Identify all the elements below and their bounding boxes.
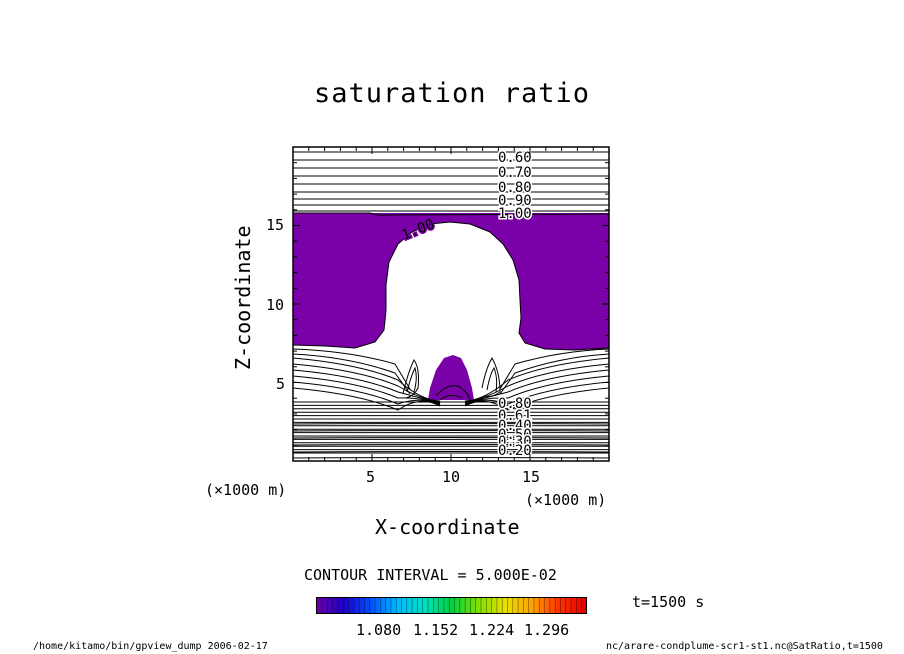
contour-label: 0.20 <box>498 443 532 459</box>
time-annotation: t=1500 s <box>632 593 705 611</box>
contour-line <box>292 369 441 404</box>
x-axis-unit: (×1000 m) <box>525 491 607 509</box>
colorbar-tick-label: 1.152 <box>413 621 459 639</box>
supersaturated-region-upper <box>293 213 609 350</box>
contour-line <box>464 381 610 406</box>
x-tick-label: 15 <box>522 468 541 486</box>
contour-line <box>292 309 387 349</box>
colorbar-tick-label: 1.296 <box>524 621 570 639</box>
chart-title: saturation ratio <box>313 78 591 109</box>
footer-left: /home/kitamo/bin/gpview_dump 2006-02-17 <box>33 641 268 652</box>
contour-line <box>292 363 441 403</box>
contour-line <box>439 394 463 401</box>
contour-line <box>292 451 610 453</box>
contour-label: 0.80 <box>498 396 532 412</box>
y-tick-label: 5 <box>276 375 286 393</box>
contour-label: 0.80 <box>498 180 532 196</box>
y-axis-label: Z-coordinate <box>231 225 255 371</box>
contour-label: 1.00 <box>498 206 532 222</box>
contour-line <box>292 430 610 432</box>
contour-line <box>292 437 610 439</box>
contour-label: 0.40 <box>498 418 532 434</box>
contour-line <box>464 357 610 402</box>
contour-line <box>292 444 610 446</box>
contour-line <box>292 353 610 395</box>
contour-line <box>464 375 610 405</box>
x-tick-label: 10 <box>442 468 461 486</box>
contour-label: 0.90 <box>498 193 532 209</box>
contour-labels: 0.600.700.800.901.001.000.800.610.400.50… <box>398 149 533 461</box>
contour-label: 0.61 <box>498 408 532 424</box>
contour-line <box>402 359 419 399</box>
y-tick-label: 15 <box>266 216 285 234</box>
contour-line <box>481 357 501 397</box>
contour-label: 0.50 <box>498 427 532 443</box>
contour-label: 0.60 <box>498 150 532 166</box>
contour-line <box>406 366 417 393</box>
contour-line <box>293 212 610 216</box>
x-axis-label: X-coordinate <box>375 515 520 539</box>
contour-interval-text: CONTOUR INTERVAL = 5.000E-02 <box>304 566 557 584</box>
colorbar <box>316 597 587 614</box>
contour-line <box>435 385 471 401</box>
contour-line <box>486 366 498 393</box>
colorbar-tick-label: 1.224 <box>469 621 515 639</box>
contour-line <box>292 423 610 425</box>
contour-line <box>292 357 441 402</box>
x-tick-label: 5 <box>366 468 376 486</box>
y-tick-label: 10 <box>266 296 285 314</box>
contour-line <box>292 381 441 406</box>
contour-label: 0.30 <box>498 434 532 450</box>
colorbar-tick-label: 1.080 <box>356 621 402 639</box>
contour-label: 0.70 <box>498 165 532 181</box>
contour-line <box>385 221 610 351</box>
contour-line <box>292 375 441 405</box>
footer-right: nc/arare-condplume-scr1-st1.nc@SatRatio,… <box>606 641 883 652</box>
contour-line <box>292 348 610 390</box>
y-axis-unit: (×1000 m) <box>205 481 287 499</box>
contour-line <box>464 369 610 404</box>
contour-line <box>464 363 610 403</box>
